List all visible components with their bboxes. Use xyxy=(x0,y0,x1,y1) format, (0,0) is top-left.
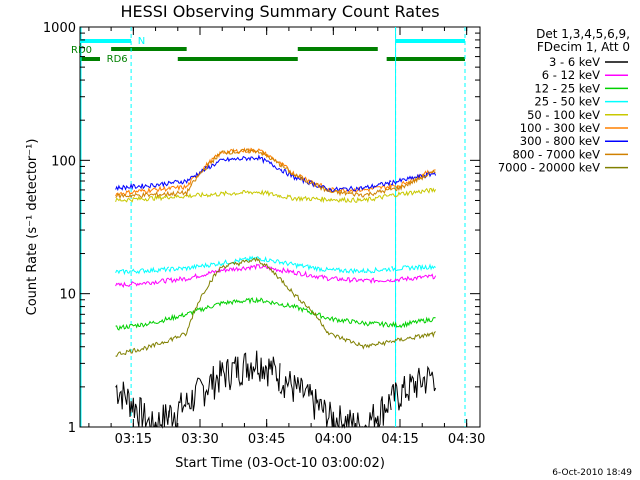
x-tick-label: 04:30 xyxy=(448,432,485,447)
x-tick-label: 04:00 xyxy=(315,432,352,447)
legend-label: 12 - 25 keV xyxy=(534,81,600,95)
series-line xyxy=(115,263,437,288)
x-tick-label: 03:30 xyxy=(181,432,218,447)
x-tick-label: 04:15 xyxy=(381,432,418,447)
y-axis-label: Count Rate (s⁻¹ detector⁻¹) xyxy=(25,139,40,316)
y-tick-label: 100 xyxy=(51,154,76,169)
rd0-label: RD0 xyxy=(71,45,92,56)
legend-header-2: FDecim 1, Att 0 xyxy=(537,40,630,54)
n-bars: N xyxy=(80,27,466,427)
legend-label: 100 - 300 keV xyxy=(520,121,600,135)
legend: Det 1,3,4,5,6,9, FDecim 1, Att 0 3 - 6 k… xyxy=(498,27,630,175)
legend-label: 800 - 7000 keV xyxy=(512,147,600,161)
chart-title: HESSI Observing Summary Count Rates xyxy=(120,2,439,21)
series-line xyxy=(115,187,437,204)
x-axis: 03:15 03:30 03:45 04:00 04:15 04:30 xyxy=(88,27,485,447)
n-label: N xyxy=(138,36,145,47)
plot-area xyxy=(79,26,481,428)
legend-label: 3 - 6 keV xyxy=(549,55,600,69)
footer-date: 6-Oct-2010 18:49 xyxy=(552,468,632,478)
series-layer xyxy=(115,147,437,429)
y-tick-label: 1 xyxy=(68,421,76,436)
rd-bars: RD0 RD6 xyxy=(71,45,465,65)
legend-label: 7000 - 20000 keV xyxy=(498,161,600,175)
rd6-label: RD6 xyxy=(107,54,128,65)
x-tick-label: 03:15 xyxy=(115,432,152,447)
y-tick-label: 10 xyxy=(59,288,76,303)
y-axis: 1 10 100 1000 xyxy=(43,21,480,436)
y-tick-label: 1000 xyxy=(43,21,76,36)
legend-label: 300 - 800 keV xyxy=(520,134,600,148)
series-line xyxy=(115,350,437,429)
series-line xyxy=(115,154,437,193)
x-tick-label: 03:45 xyxy=(248,432,285,447)
series-line xyxy=(115,256,436,357)
series-line xyxy=(115,296,436,331)
x-axis-label: Start Time (03-Oct-10 03:00:02) xyxy=(175,456,385,471)
series-line xyxy=(115,148,436,200)
series-line xyxy=(115,255,436,276)
legend-label: 6 - 12 keV xyxy=(542,68,600,82)
legend-label: 25 - 50 keV xyxy=(534,95,600,109)
series-line xyxy=(115,147,436,197)
legend-header-1: Det 1,3,4,5,6,9, xyxy=(536,27,630,41)
legend-label: 50 - 100 keV xyxy=(527,108,600,122)
